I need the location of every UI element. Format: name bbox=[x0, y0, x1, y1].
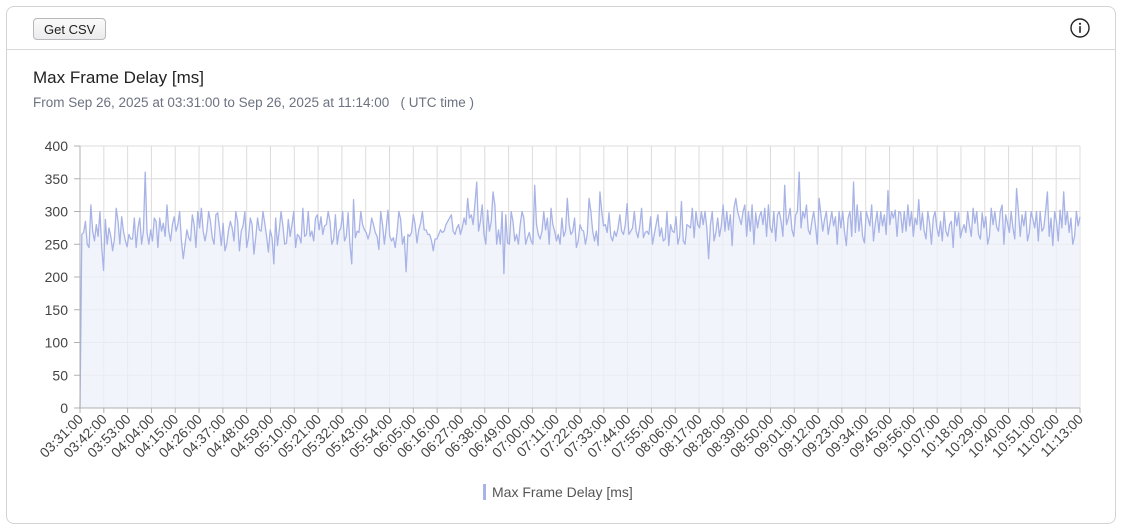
y-tick-label: 50 bbox=[52, 367, 68, 383]
info-icon[interactable] bbox=[1069, 17, 1091, 39]
info-icon-glyph bbox=[1070, 18, 1090, 38]
y-tick-label: 250 bbox=[45, 236, 69, 252]
card-toolbar: Get CSV bbox=[7, 7, 1115, 50]
y-tick-label: 0 bbox=[60, 400, 68, 416]
y-tick-label: 350 bbox=[45, 171, 69, 187]
chart-title: Max Frame Delay [ms] bbox=[33, 68, 204, 87]
chart-subtitle: From Sep 26, 2025 at 03:31:00 to Sep 26,… bbox=[33, 95, 474, 110]
time-range-text: From Sep 26, 2025 at 03:31:00 to Sep 26,… bbox=[33, 95, 390, 110]
y-tick-label: 150 bbox=[45, 302, 69, 318]
y-tick-label: 400 bbox=[45, 138, 69, 154]
legend-layer[interactable]: Max Frame Delay [ms] bbox=[483, 484, 633, 500]
y-tick-label: 300 bbox=[45, 204, 69, 220]
series-line bbox=[79, 171, 1081, 409]
timezone-text: ( UTC time ) bbox=[400, 95, 475, 110]
y-tick-label: 200 bbox=[45, 269, 69, 285]
series-area bbox=[80, 172, 1080, 408]
y-tick-label: 100 bbox=[45, 335, 69, 351]
legend-label: Max Frame Delay [ms] bbox=[492, 484, 633, 500]
data-layer bbox=[79, 171, 1081, 409]
get-csv-button[interactable]: Get CSV bbox=[33, 18, 107, 40]
legend-swatch bbox=[483, 484, 486, 500]
